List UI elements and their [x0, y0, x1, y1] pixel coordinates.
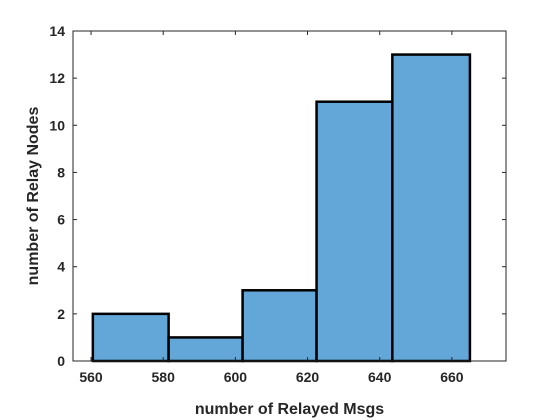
plot-frame [72, 30, 507, 362]
bars-group [91, 53, 472, 363]
y-tick-label: 0 [57, 353, 65, 369]
y-axis-ticks: 0 2 4 6 8 10 12 14 [49, 23, 506, 369]
x-tick-label: 620 [296, 369, 320, 385]
x-tick-label: 580 [152, 369, 176, 385]
histogram-bar-5 [391, 53, 472, 363]
y-tick-label: 8 [57, 164, 65, 180]
y-tick-label: 4 [57, 259, 65, 275]
histogram-bar-2 [167, 336, 244, 363]
histogram-bar-1 [91, 312, 170, 363]
x-tick-label: 660 [440, 369, 464, 385]
x-tick-label: 600 [224, 369, 248, 385]
x-tick-label: 640 [368, 369, 392, 385]
x-axis-label: number of Relayed Msgs [195, 401, 384, 418]
histogram-bar-3 [241, 289, 318, 363]
y-tick-label: 10 [49, 117, 65, 133]
x-axis-ticks: 560 580 600 620 640 660 [79, 31, 464, 385]
x-tick-label: 560 [79, 369, 103, 385]
y-tick-label: 14 [49, 23, 65, 39]
y-tick-label: 6 [57, 212, 65, 228]
y-tick-label: 2 [57, 306, 65, 322]
histogram-bar-4 [315, 100, 394, 363]
y-tick-label: 12 [49, 70, 65, 86]
y-axis-label: number of Relay Nodes [25, 107, 42, 286]
